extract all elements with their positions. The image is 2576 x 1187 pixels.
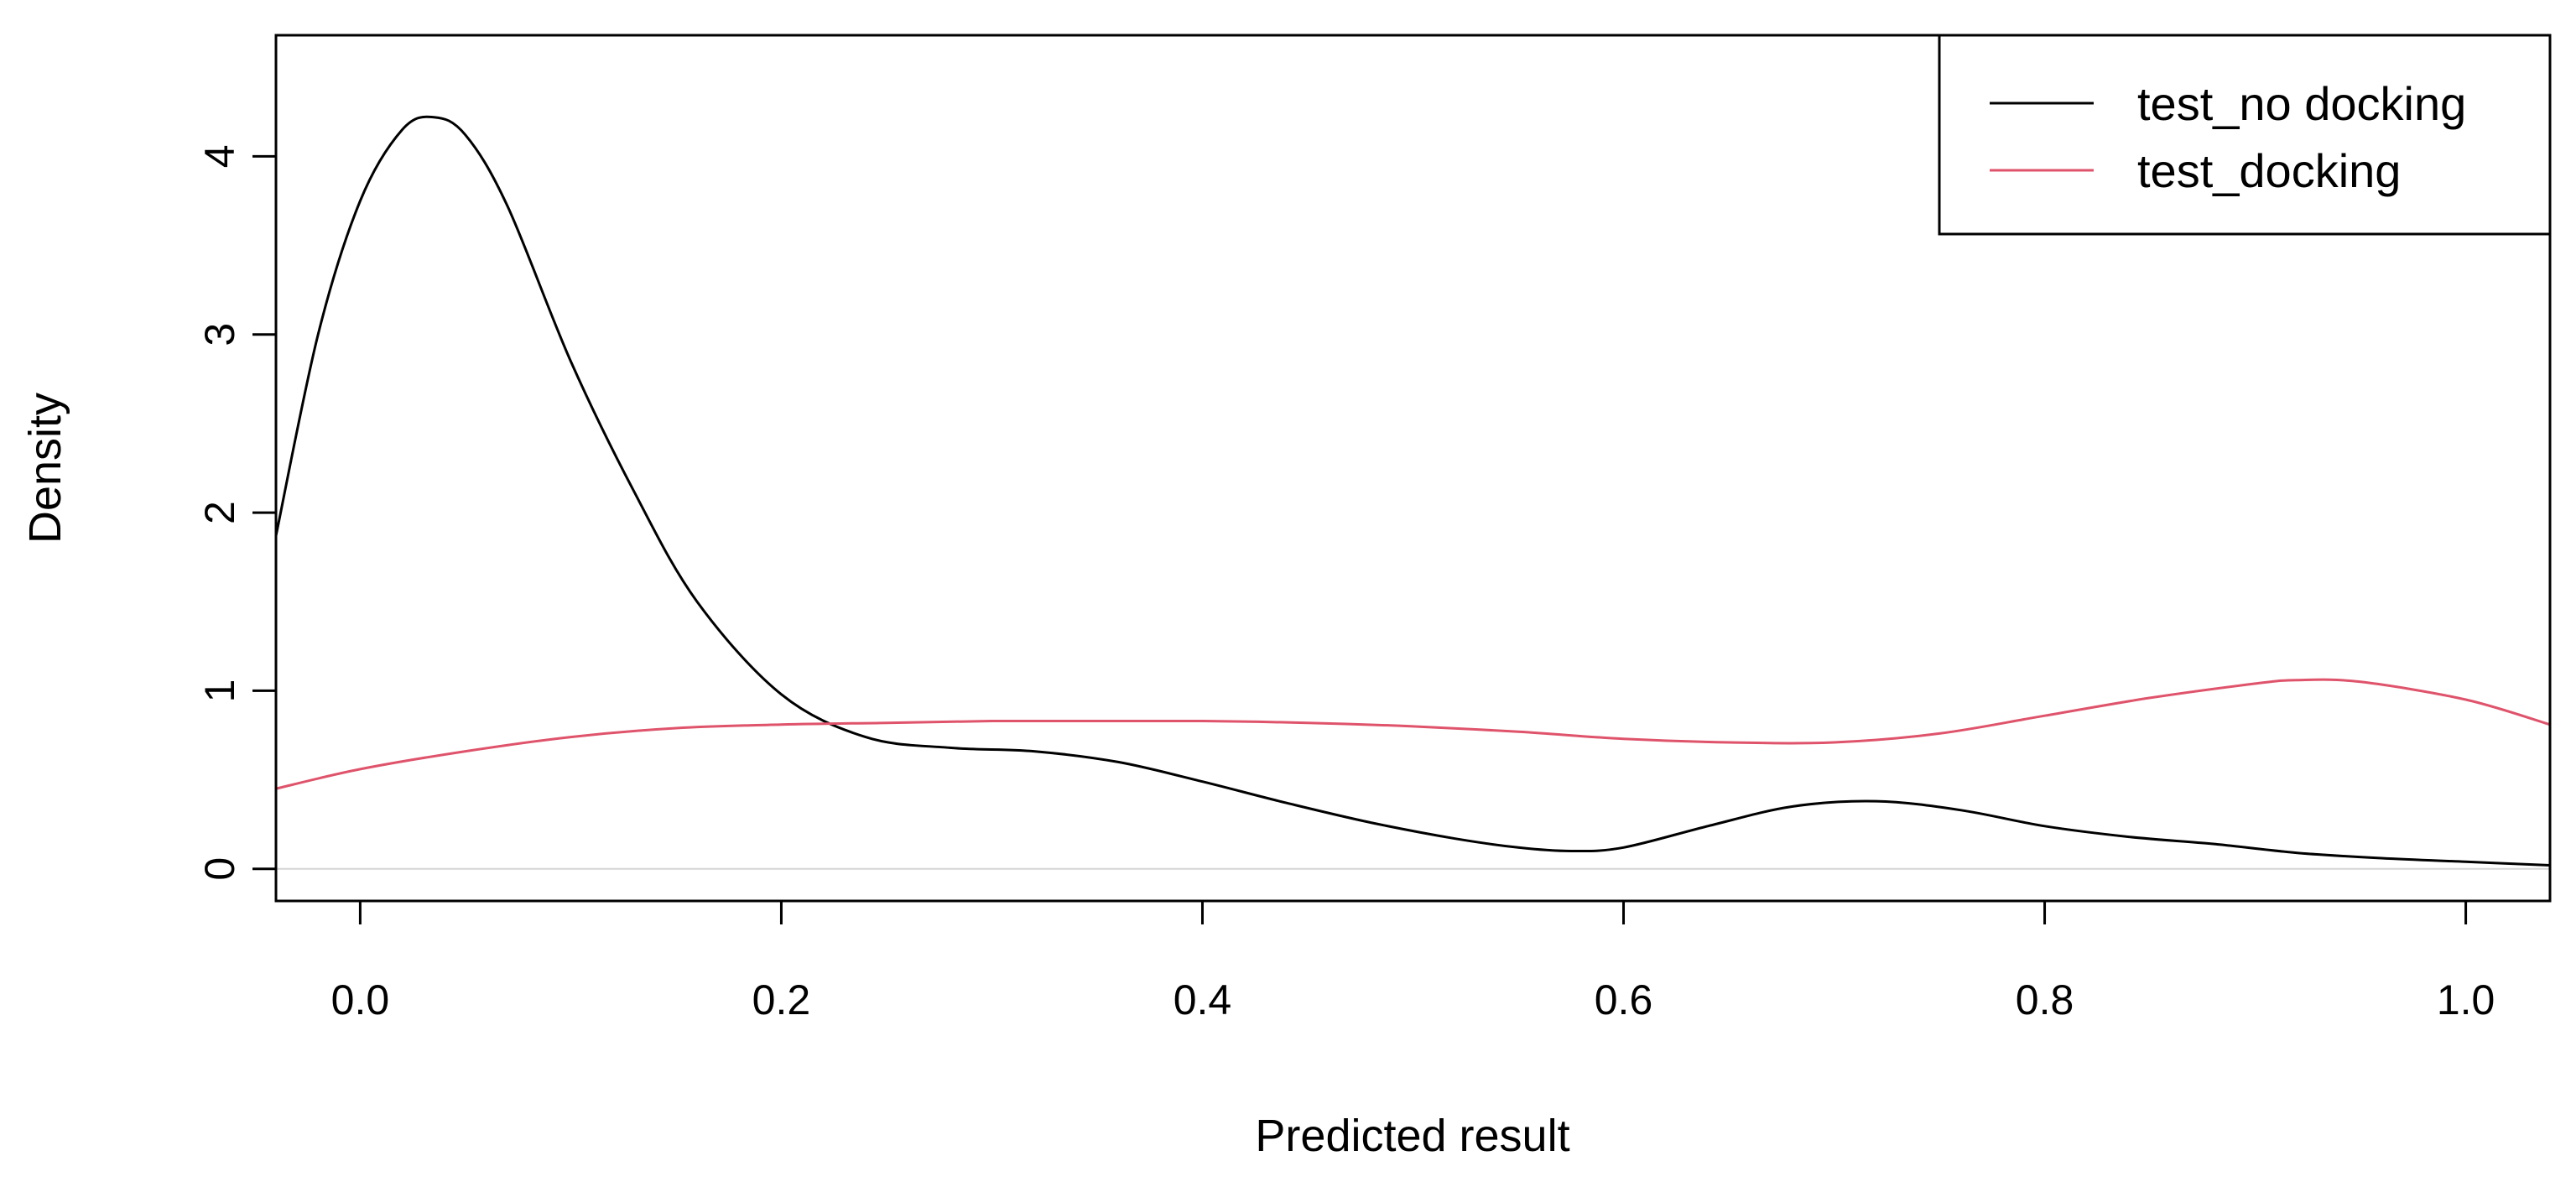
x-axis: 0.0 0.2 0.4 0.6 0.8 1.0 [331, 899, 2495, 1023]
x-tick-label: 0.6 [1595, 976, 1653, 1023]
y-tick-label: 4 [196, 144, 243, 168]
y-axis: 0 1 2 3 4 [196, 144, 278, 881]
series-line-no-docking [274, 115, 2551, 867]
legend-label-docking: test_docking [2137, 144, 2401, 197]
y-tick-label: 3 [196, 323, 243, 346]
y-tick-label: 1 [196, 679, 243, 703]
series-lines [274, 115, 2551, 867]
legend-box [1938, 34, 2552, 236]
y-axis-label: Density [20, 393, 70, 544]
x-tick-label: 0.4 [1174, 976, 1232, 1023]
x-tick-label: 1.0 [2437, 976, 2495, 1023]
series-line-docking [275, 678, 2551, 790]
y-tick-label: 0 [196, 857, 243, 881]
legend: test_no docking test_docking [1938, 34, 2552, 236]
x-axis-label: Predicted result [1255, 1111, 1569, 1161]
legend-label-no-docking: test_no docking [2137, 77, 2466, 130]
x-tick-label: 0.0 [331, 976, 390, 1023]
x-tick-label: 0.2 [752, 976, 811, 1023]
y-tick-label: 2 [196, 501, 243, 524]
x-tick-label: 0.8 [2016, 976, 2074, 1023]
